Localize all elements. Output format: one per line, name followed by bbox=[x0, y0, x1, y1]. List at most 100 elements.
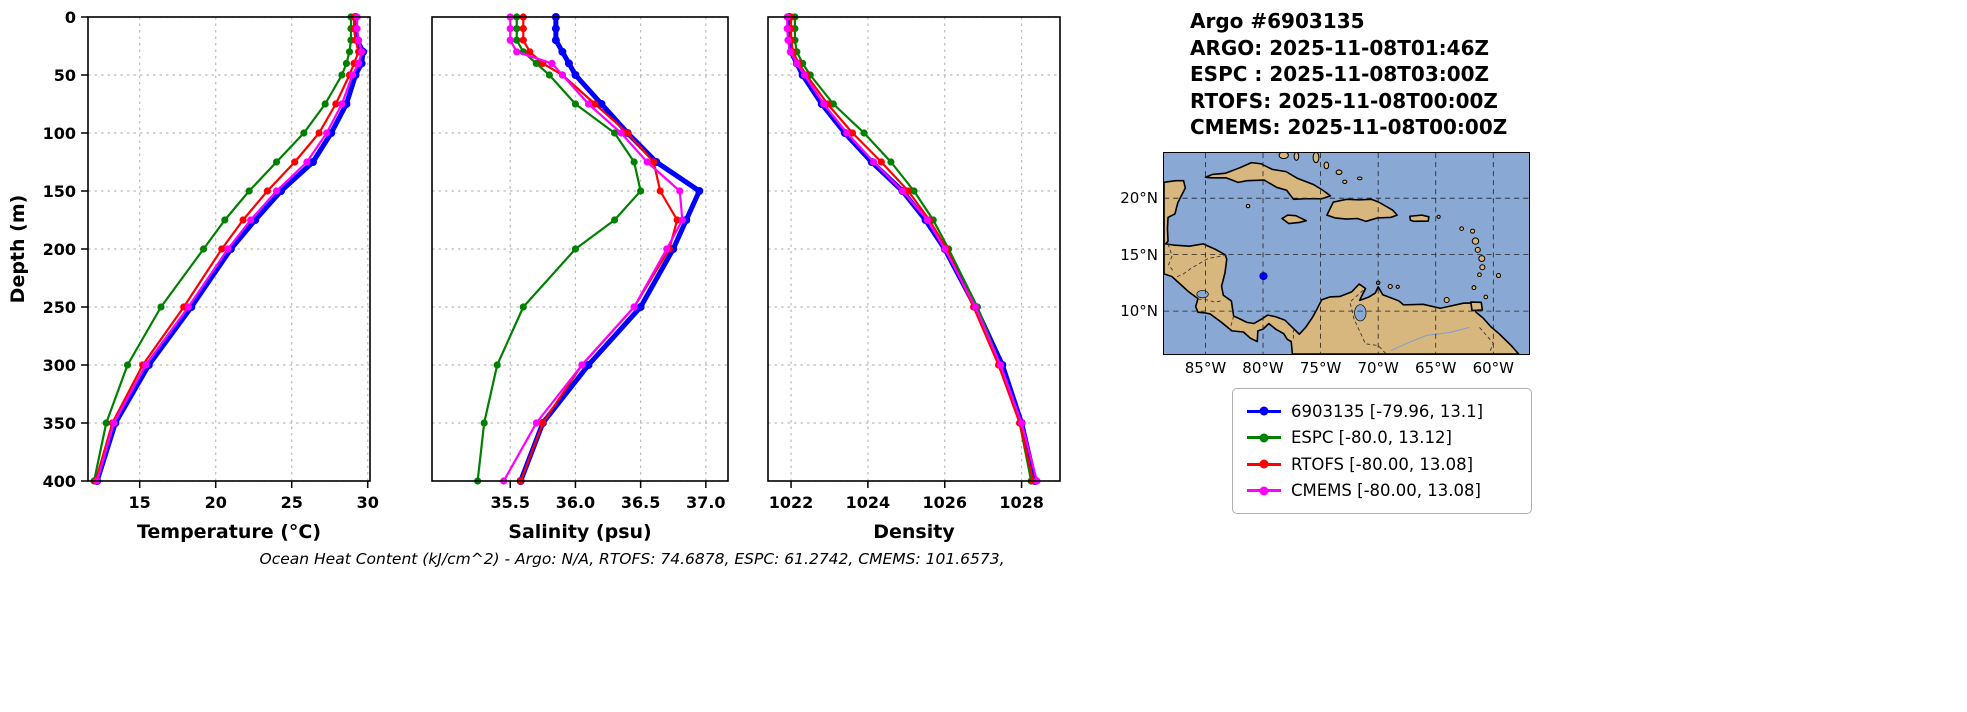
legend-label-espc: ESPC [-80.0, 13.12] bbox=[1291, 428, 1452, 448]
legend-marker-cmems bbox=[1247, 486, 1281, 496]
island bbox=[1469, 228, 1476, 234]
map-svg bbox=[1164, 153, 1529, 354]
series-cmems bbox=[783, 13, 1041, 485]
island bbox=[1471, 285, 1477, 291]
cmems-timestamp: CMEMS: 2025-11-08T00:00Z bbox=[1190, 115, 1508, 139]
svg-text:25: 25 bbox=[281, 493, 303, 512]
legend-dot-cmems bbox=[1259, 486, 1269, 496]
float-title: Argo #6903135 bbox=[1190, 9, 1365, 33]
lesser-antilles-islands bbox=[1245, 203, 1502, 304]
svg-text:250: 250 bbox=[43, 298, 76, 317]
island bbox=[1471, 237, 1480, 245]
map-lon-tick: 85°W bbox=[1184, 359, 1227, 377]
country-borders bbox=[1167, 243, 1494, 354]
svg-text:150: 150 bbox=[43, 182, 76, 201]
legend-dot-espc bbox=[1259, 433, 1269, 443]
legend-item-argo: 6903135 [-79.96, 13.1] bbox=[1247, 398, 1517, 425]
header-info: Argo #6903135 ARGO: 2025-11-08T01:46Z ES… bbox=[1190, 8, 1507, 141]
svg-text:0: 0 bbox=[65, 8, 76, 27]
svg-text:20: 20 bbox=[205, 493, 227, 512]
island bbox=[1342, 179, 1348, 184]
svg-text:35.5: 35.5 bbox=[490, 493, 529, 512]
float-location-dot bbox=[1259, 272, 1268, 281]
map-lon-tick: 75°W bbox=[1299, 359, 1342, 377]
map-lon-tick: 60°W bbox=[1472, 359, 1515, 377]
lake-nicaragua bbox=[1196, 290, 1209, 299]
island bbox=[1323, 161, 1330, 170]
series-rtofs bbox=[517, 13, 681, 485]
series-cmems bbox=[500, 13, 686, 485]
svg-text:400: 400 bbox=[43, 472, 76, 491]
island bbox=[1387, 283, 1393, 290]
map-lat-tick: 20°N bbox=[1120, 189, 1158, 208]
map-lon-tick: 70°W bbox=[1357, 359, 1399, 377]
map-lat-tick: 10°N bbox=[1120, 302, 1158, 321]
island-hispaniola bbox=[1326, 198, 1398, 223]
ohc-caption: Ocean Heat Content (kJ/cm^2) - Argo: N/A… bbox=[259, 550, 1005, 568]
map-lon-tick: 80°W bbox=[1242, 359, 1284, 377]
river-orinoco bbox=[1390, 326, 1470, 352]
legend-label-rtofs: RTOFS [-80.00, 13.08] bbox=[1291, 454, 1474, 474]
svg-text:100: 100 bbox=[43, 124, 76, 143]
map-lat-tick: 15°N bbox=[1120, 245, 1158, 264]
svg-text:1026: 1026 bbox=[922, 493, 967, 512]
legend-dot-argo bbox=[1259, 406, 1269, 416]
svg-text:300: 300 bbox=[43, 356, 76, 375]
island-cuba bbox=[1204, 161, 1332, 201]
panel-density: 1022 1024 1026 1028 Density bbox=[767, 13, 1061, 543]
svg-text:Density: Density bbox=[873, 521, 955, 543]
map-lon-tick: 65°W bbox=[1415, 359, 1457, 377]
series-espc bbox=[474, 13, 645, 485]
island bbox=[1278, 153, 1289, 160]
svg-text:15: 15 bbox=[129, 493, 151, 512]
svg-text:50: 50 bbox=[54, 66, 76, 85]
land-central-south-america bbox=[1164, 179, 1520, 354]
svg-text:37.0: 37.0 bbox=[686, 493, 725, 512]
legend-marker-argo bbox=[1247, 406, 1281, 416]
island-trinidad bbox=[1470, 301, 1484, 312]
island bbox=[1356, 176, 1363, 181]
svg-text:1022: 1022 bbox=[769, 493, 814, 512]
svg-text:1024: 1024 bbox=[846, 493, 891, 512]
panel-salinity-psu-: 35.5 36.0 36.5 37.0 Salinity (psu) bbox=[431, 13, 729, 543]
island bbox=[1474, 246, 1481, 253]
island bbox=[1293, 153, 1300, 161]
island bbox=[1495, 272, 1502, 279]
island bbox=[1478, 255, 1486, 263]
svg-text:36.5: 36.5 bbox=[621, 493, 660, 512]
legend-item-rtofs: RTOFS [-80.00, 13.08] bbox=[1247, 451, 1517, 478]
island bbox=[1245, 203, 1251, 209]
legend-item-espc: ESPC [-80.0, 13.12] bbox=[1247, 425, 1517, 452]
island-puerto-rico bbox=[1409, 214, 1430, 223]
island bbox=[1395, 284, 1400, 289]
bahamas-islands bbox=[1278, 153, 1363, 184]
island bbox=[1312, 153, 1320, 164]
profile-charts: 15 20 25 30 Temperature (°C) 35.5 36.0 36.5 37.0… bbox=[0, 0, 1130, 604]
svg-text:Salinity (psu): Salinity (psu) bbox=[508, 521, 651, 543]
legend-label-argo: 6903135 [-79.96, 13.1] bbox=[1291, 401, 1484, 421]
rtofs-timestamp: RTOFS: 2025-11-08T00:00Z bbox=[1190, 88, 1498, 113]
island bbox=[1335, 169, 1343, 175]
legend-marker-espc bbox=[1247, 433, 1281, 443]
island bbox=[1436, 214, 1441, 219]
series-cmems bbox=[93, 13, 366, 485]
svg-text:350: 350 bbox=[43, 414, 76, 433]
legend-dot-rtofs bbox=[1259, 459, 1269, 469]
island bbox=[1477, 272, 1482, 278]
lake-maracaibo bbox=[1354, 304, 1367, 322]
svg-text:30: 30 bbox=[357, 493, 379, 512]
island bbox=[1483, 294, 1489, 300]
svg-text:1028: 1028 bbox=[999, 493, 1044, 512]
island-jamaica bbox=[1281, 214, 1308, 225]
svg-text:36.0: 36.0 bbox=[556, 493, 595, 512]
island bbox=[1443, 297, 1450, 304]
argo-timestamp: ARGO: 2025-11-08T01:46Z bbox=[1190, 35, 1489, 60]
legend-label-cmems: CMEMS [-80.00, 13.08] bbox=[1291, 481, 1481, 501]
svg-text:200: 200 bbox=[43, 240, 76, 259]
espc-timestamp: ESPC : 2025-11-08T03:00Z bbox=[1190, 62, 1490, 86]
panel-temperature-c-: 15 20 25 30 Temperature (°C) bbox=[87, 13, 379, 543]
svg-text:Temperature (°C): Temperature (°C) bbox=[137, 521, 321, 543]
legend: 6903135 [-79.96, 13.1] ESPC [-80.0, 13.1… bbox=[1232, 388, 1532, 514]
island bbox=[1479, 264, 1486, 271]
map-markers bbox=[1259, 272, 1268, 281]
